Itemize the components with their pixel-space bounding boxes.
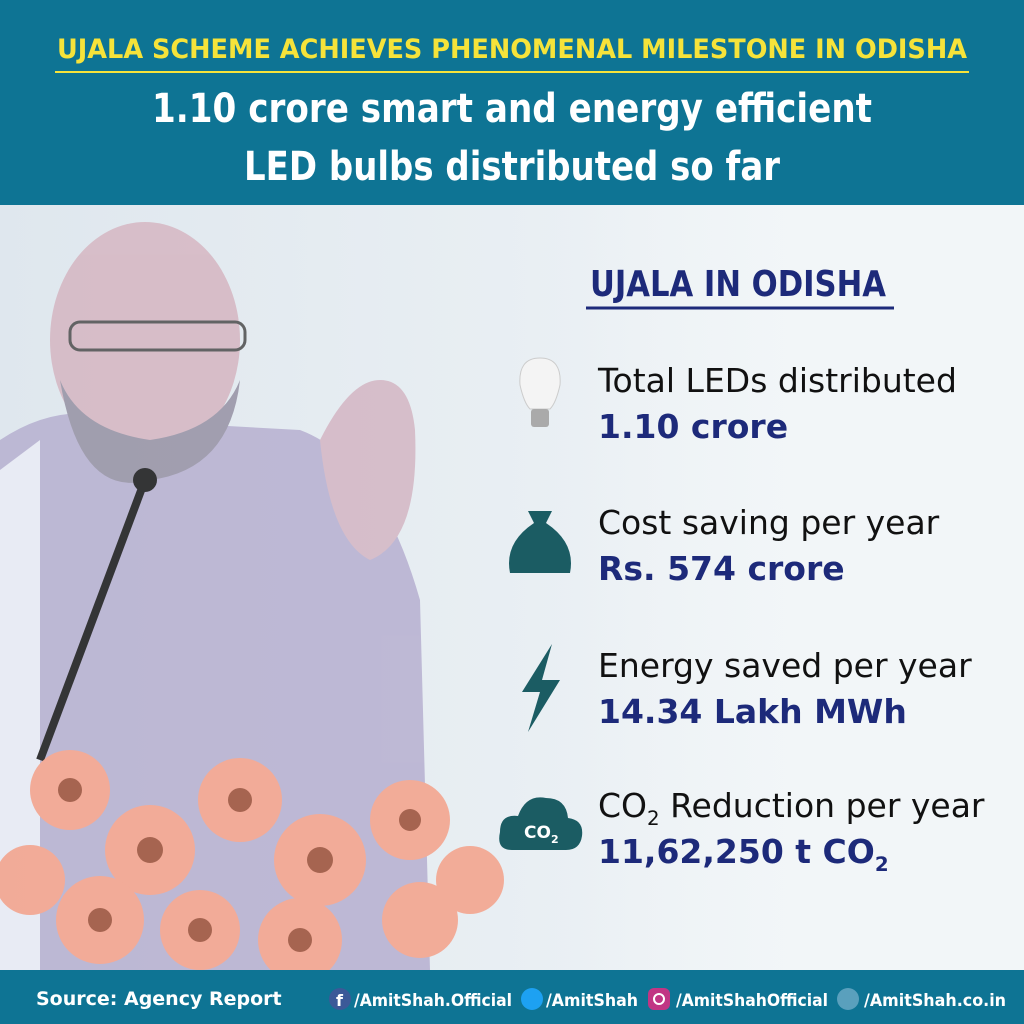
cloud-label: CO2 <box>524 823 559 846</box>
items: Total LEDs distributed 1.10 crore Cost sav… <box>499 357 985 876</box>
subscript: 2 <box>647 807 660 830</box>
header-title: UJALA SCHEME ACHIEVES PHENOMENAL MILESTO… <box>57 34 967 65</box>
item-text: CO2 Reduction per year <box>598 786 985 830</box>
social-icons: f <box>329 988 859 1010</box>
text-part: 11,62,250 t CO <box>598 832 875 871</box>
subscript: 2 <box>875 853 889 876</box>
social-link[interactable]: /AmitShah <box>546 991 638 1011</box>
cloud-icon <box>499 797 583 850</box>
item-text: Total LEDs distributed <box>597 361 957 400</box>
text-part: Energy saved per year <box>598 646 972 685</box>
cloud-label-sub: 2 <box>551 833 559 846</box>
text-part: Reduction per year <box>660 786 985 825</box>
social-link[interactable]: /AmitShahOfficial <box>676 991 828 1011</box>
text-part: 1.10 crore <box>598 407 788 446</box>
text-part: Cost saving per year <box>598 503 940 542</box>
item-text: 14.34 Lakh MWh <box>598 692 907 731</box>
bulb-icon <box>519 357 561 410</box>
bulb-base <box>531 409 549 427</box>
source: Source: Agency Report <box>36 988 282 1010</box>
text-part: CO <box>598 786 647 825</box>
subtitle-line: LED bulbs distributed so far <box>244 144 780 190</box>
item-text: 1.10 crore <box>598 407 788 446</box>
item-text: Cost saving per year <box>598 503 940 542</box>
text-part: 14.34 Lakh MWh <box>598 692 907 731</box>
social-link[interactable]: /AmitShah.co.in <box>864 991 1006 1011</box>
svg-text:f: f <box>336 991 344 1010</box>
item-text: 11,62,250 t CO2 <box>598 832 889 876</box>
text-part: Rs. 574 crore <box>598 549 845 588</box>
text-part: Total LEDs distributed <box>597 361 957 400</box>
panel-heading: UJALA IN ODISHA <box>590 264 886 305</box>
item-text: Rs. 574 crore <box>598 549 845 588</box>
social-link[interactable]: /AmitShah.Official <box>354 991 512 1011</box>
bolt-icon <box>522 644 560 732</box>
cloud-label-main: CO <box>524 823 551 843</box>
header-band <box>0 0 1024 205</box>
item-text: Energy saved per year <box>598 646 972 685</box>
subtitle-line: 1.10 crore smart and energy efficient <box>152 86 872 132</box>
bag-icon <box>509 511 571 573</box>
